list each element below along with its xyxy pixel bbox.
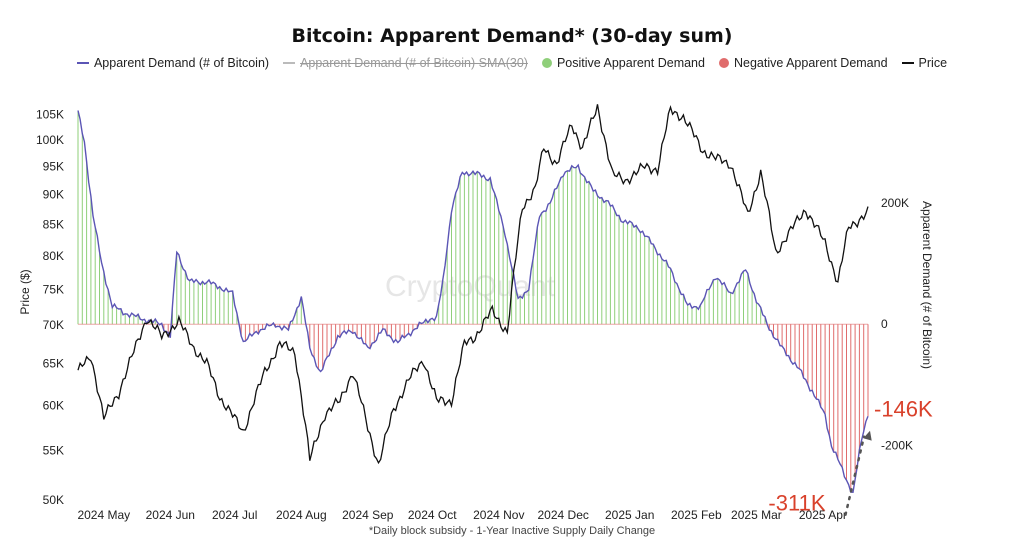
y-right-tick-label: 200K [881, 196, 909, 210]
y-left-tick-label: 90K [43, 188, 64, 202]
legend-swatch-price [901, 62, 914, 64]
legend-swatch-sma [283, 62, 296, 64]
apparent-demand-line [77, 110, 869, 494]
x-tick-label: 2025 Apr [799, 508, 847, 522]
y-left-tick-label: 100K [36, 133, 64, 147]
x-tick-label: 2024 Sep [342, 508, 394, 522]
trend-arrow-head [863, 430, 872, 441]
legend-item-positive[interactable]: Positive Apparent Demand [541, 56, 705, 70]
legend-label-sma: Apparent Demand (# of Bitcoin) SMA(30) [300, 56, 528, 70]
price-line [77, 104, 869, 465]
legend-item-apparent-demand[interactable]: Apparent Demand (# of Bitcoin) [76, 56, 270, 70]
chart-annotations: -311K -146K [768, 397, 933, 516]
y-left-tick-label: 65K [43, 357, 64, 371]
demand-bars [77, 110, 869, 493]
annotation-label: -146K [874, 397, 933, 422]
chart-legend: Apparent Demand (# of Bitcoin) Apparent … [0, 56, 1024, 70]
legend-item-price[interactable]: Price [901, 56, 948, 70]
y-left-tick-label: 105K [36, 108, 64, 122]
legend-label-apparent-demand: Apparent Demand (# of Bitcoin) [93, 56, 270, 70]
legend-label-price: Price [918, 56, 948, 70]
legend-swatch-apparent-demand [76, 62, 89, 64]
x-tick-label: 2024 Jul [212, 508, 257, 522]
chart-axes: 50K 55K 60K 65K 70K 75K 80K 85K 90K 95K 100K 105K 20… [18, 108, 934, 522]
x-tick-label: 2024 Jun [146, 508, 195, 522]
chart-lines [77, 104, 869, 494]
y-left-tick-label: 70K [43, 318, 64, 332]
legend-label-negative: Negative Apparent Demand [733, 56, 888, 70]
legend-swatch-negative [718, 58, 729, 68]
x-tick-label: 2024 Dec [538, 508, 589, 522]
x-tick-label: 2025 Mar [731, 508, 782, 522]
x-tick-label: 2024 Aug [276, 508, 327, 522]
y-left-tick-label: 60K [43, 398, 64, 412]
y-left-tick-label: 75K [43, 282, 64, 296]
watermark: CryptoQuant [385, 270, 556, 303]
x-tick-label: 2024 Nov [473, 508, 524, 522]
legend-label-positive: Positive Apparent Demand [556, 56, 705, 70]
y-right-axis-title: Apparent Demand (# of Bitcoin) [920, 201, 934, 369]
y-left-axis-title: Price ($) [18, 269, 32, 314]
y-left-tick-label: 85K [43, 217, 64, 231]
y-left-tick-label: 80K [43, 249, 64, 263]
y-left-tick-label: 50K [43, 493, 64, 507]
y-left-tick-label: 55K [43, 444, 64, 458]
legend-item-sma[interactable]: Apparent Demand (# of Bitcoin) SMA(30) [283, 56, 528, 70]
legend-item-negative[interactable]: Negative Apparent Demand [718, 56, 888, 70]
y-right-tick-label: -200K [881, 439, 913, 453]
x-tick-label: 2025 Feb [671, 508, 722, 522]
legend-swatch-positive [541, 58, 552, 68]
y-left-tick-label: 95K [43, 160, 64, 174]
trend-arrow-line [844, 435, 866, 516]
annotation-label: -311K [768, 491, 825, 516]
chart-title: Bitcoin: Apparent Demand* (30-day sum) [291, 25, 733, 47]
x-tick-label: 2024 May [77, 508, 130, 522]
chart-footnote: *Daily block subsidy - 1-Year Inactive S… [368, 525, 656, 537]
y-right-tick-label: 0 [881, 317, 888, 331]
x-tick-label: 2024 Oct [408, 508, 457, 522]
x-tick-label: 2025 Jan [605, 508, 654, 522]
